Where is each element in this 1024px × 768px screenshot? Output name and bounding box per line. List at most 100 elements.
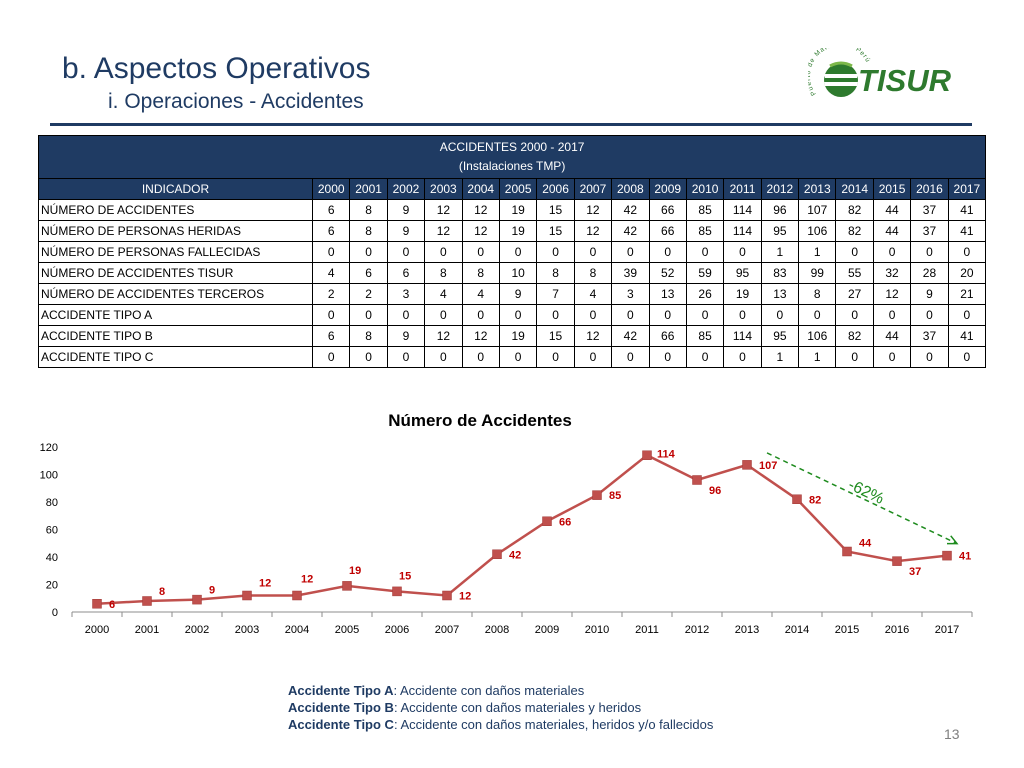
table-cell: 0 [349,304,388,326]
table-cell: 106 [798,220,837,242]
column-header-year: 2012 [760,178,800,200]
table-cell: 6 [311,325,351,347]
data-label: 85 [609,490,621,502]
column-header-year: 2005 [498,178,538,200]
trend-arrow-head [946,535,959,545]
x-tick-label: 2013 [735,624,759,636]
table-cell: 55 [835,262,874,284]
table-cell: 0 [910,346,949,368]
table-cell: 19 [498,325,538,347]
table-cell: 0 [872,346,912,368]
data-label: 37 [909,566,921,578]
table-cell: 42 [611,199,650,221]
tisur-logo: Puerto de Matarani · Perú TISUR [808,48,952,98]
x-tick-label: 2009 [535,624,559,636]
table-cell: 41 [947,199,987,221]
data-label: 42 [509,549,521,561]
table-cell: 8 [536,262,575,284]
note-separator: : [393,683,398,698]
column-header-year: 2009 [648,178,687,200]
data-point [92,599,102,609]
table-cell: 39 [611,262,650,284]
accident-type-notes: Accidente Tipo A: Accidente con daños ma… [288,682,713,733]
table-cell: 0 [872,241,912,263]
table-cell: 3 [611,283,650,305]
table-cell: 66 [648,199,687,221]
table-cell: 0 [910,304,949,326]
table-cell: 21 [947,283,987,305]
table-row: NÚMERO DE ACCIDENTES TERCEROS 2 2 3 4 4 9 7 4 3 13… [38,283,987,305]
column-header-year: 2015 [872,178,912,200]
table-cell: 0 [498,304,538,326]
table-cell: 0 [386,241,426,263]
table-cell: 8 [798,283,837,305]
data-label: 82 [809,494,821,506]
table-cell: 13 [760,283,800,305]
table-cell: 0 [424,241,463,263]
x-tick-label: 2008 [485,624,509,636]
data-label: 8 [159,586,165,598]
table-cell: 0 [723,346,762,368]
table-cell: 0 [311,304,351,326]
note-term: Accidente Tipo A [288,683,394,698]
data-label: 96 [709,485,721,497]
table-header-title: ACCIDENTES 2000 - 2017 [439,140,585,154]
column-header-year: 2014 [835,178,874,200]
row-label: NÚMERO DE ACCIDENTES [38,199,313,221]
table-cell: 15 [536,199,575,221]
table-cell: 0 [424,346,463,368]
table-cell: 12 [424,220,463,242]
table-cell: 0 [760,304,800,326]
table-cell: 9 [386,220,426,242]
table-cell: 6 [311,220,351,242]
table-cell: 19 [498,220,538,242]
table-cell: 0 [798,304,837,326]
table-cell: 0 [311,346,351,368]
table-cell: 107 [798,199,837,221]
table-cell: 44 [872,325,912,347]
note-definition: Accidente con daños materiales y heridos [397,700,642,715]
table-cell: 4 [424,283,463,305]
table-cell: 0 [723,241,762,263]
note-term: Accidente Tipo C [288,717,394,732]
table-cell: 12 [424,325,463,347]
table-cell: 12 [461,325,500,347]
table-cell: 0 [835,304,874,326]
data-point [892,556,902,566]
table-cell: 37 [910,199,949,221]
slide-title: b. Aspectos Operativos [62,52,371,85]
slide-subtitle: i. Operaciones - Accidentes [108,90,364,113]
table-cell: 0 [536,346,575,368]
table-cell: 12 [424,199,463,221]
table-cell: 3 [386,283,426,305]
table-cell: 12 [461,220,500,242]
table-cell: 9 [386,325,426,347]
column-header-year: 2003 [424,178,463,200]
table-cell: 0 [947,304,987,326]
data-label: 6 [109,599,115,611]
column-header-year: 2000 [311,178,351,200]
data-point [192,594,202,605]
table-cell: 106 [798,325,837,347]
table-cell: 26 [685,283,725,305]
chart-title: Número de Accidentes [388,411,572,430]
note-line: Accidente Tipo C: Accidente con daños ma… [288,716,713,733]
column-header-year: 2013 [798,178,837,200]
table-cell: 0 [685,346,725,368]
row-label: NÚMERO DE PERSONAS HERIDAS [38,220,313,242]
table-cell: 6 [311,199,351,221]
table-cell: 59 [685,262,725,284]
y-tick-label: 120 [40,442,58,454]
table-cell: 85 [685,325,725,347]
table-cell: 0 [573,241,613,263]
table-cell: 83 [760,262,800,284]
column-header-year: 2001 [349,178,388,200]
table-cell: 4 [573,283,613,305]
table-cell: 0 [461,241,500,263]
table-cell: 114 [723,325,762,347]
data-point [442,590,452,601]
table-cell: 0 [947,241,987,263]
table-cell: 82 [835,199,874,221]
table-cell: 41 [947,220,987,242]
